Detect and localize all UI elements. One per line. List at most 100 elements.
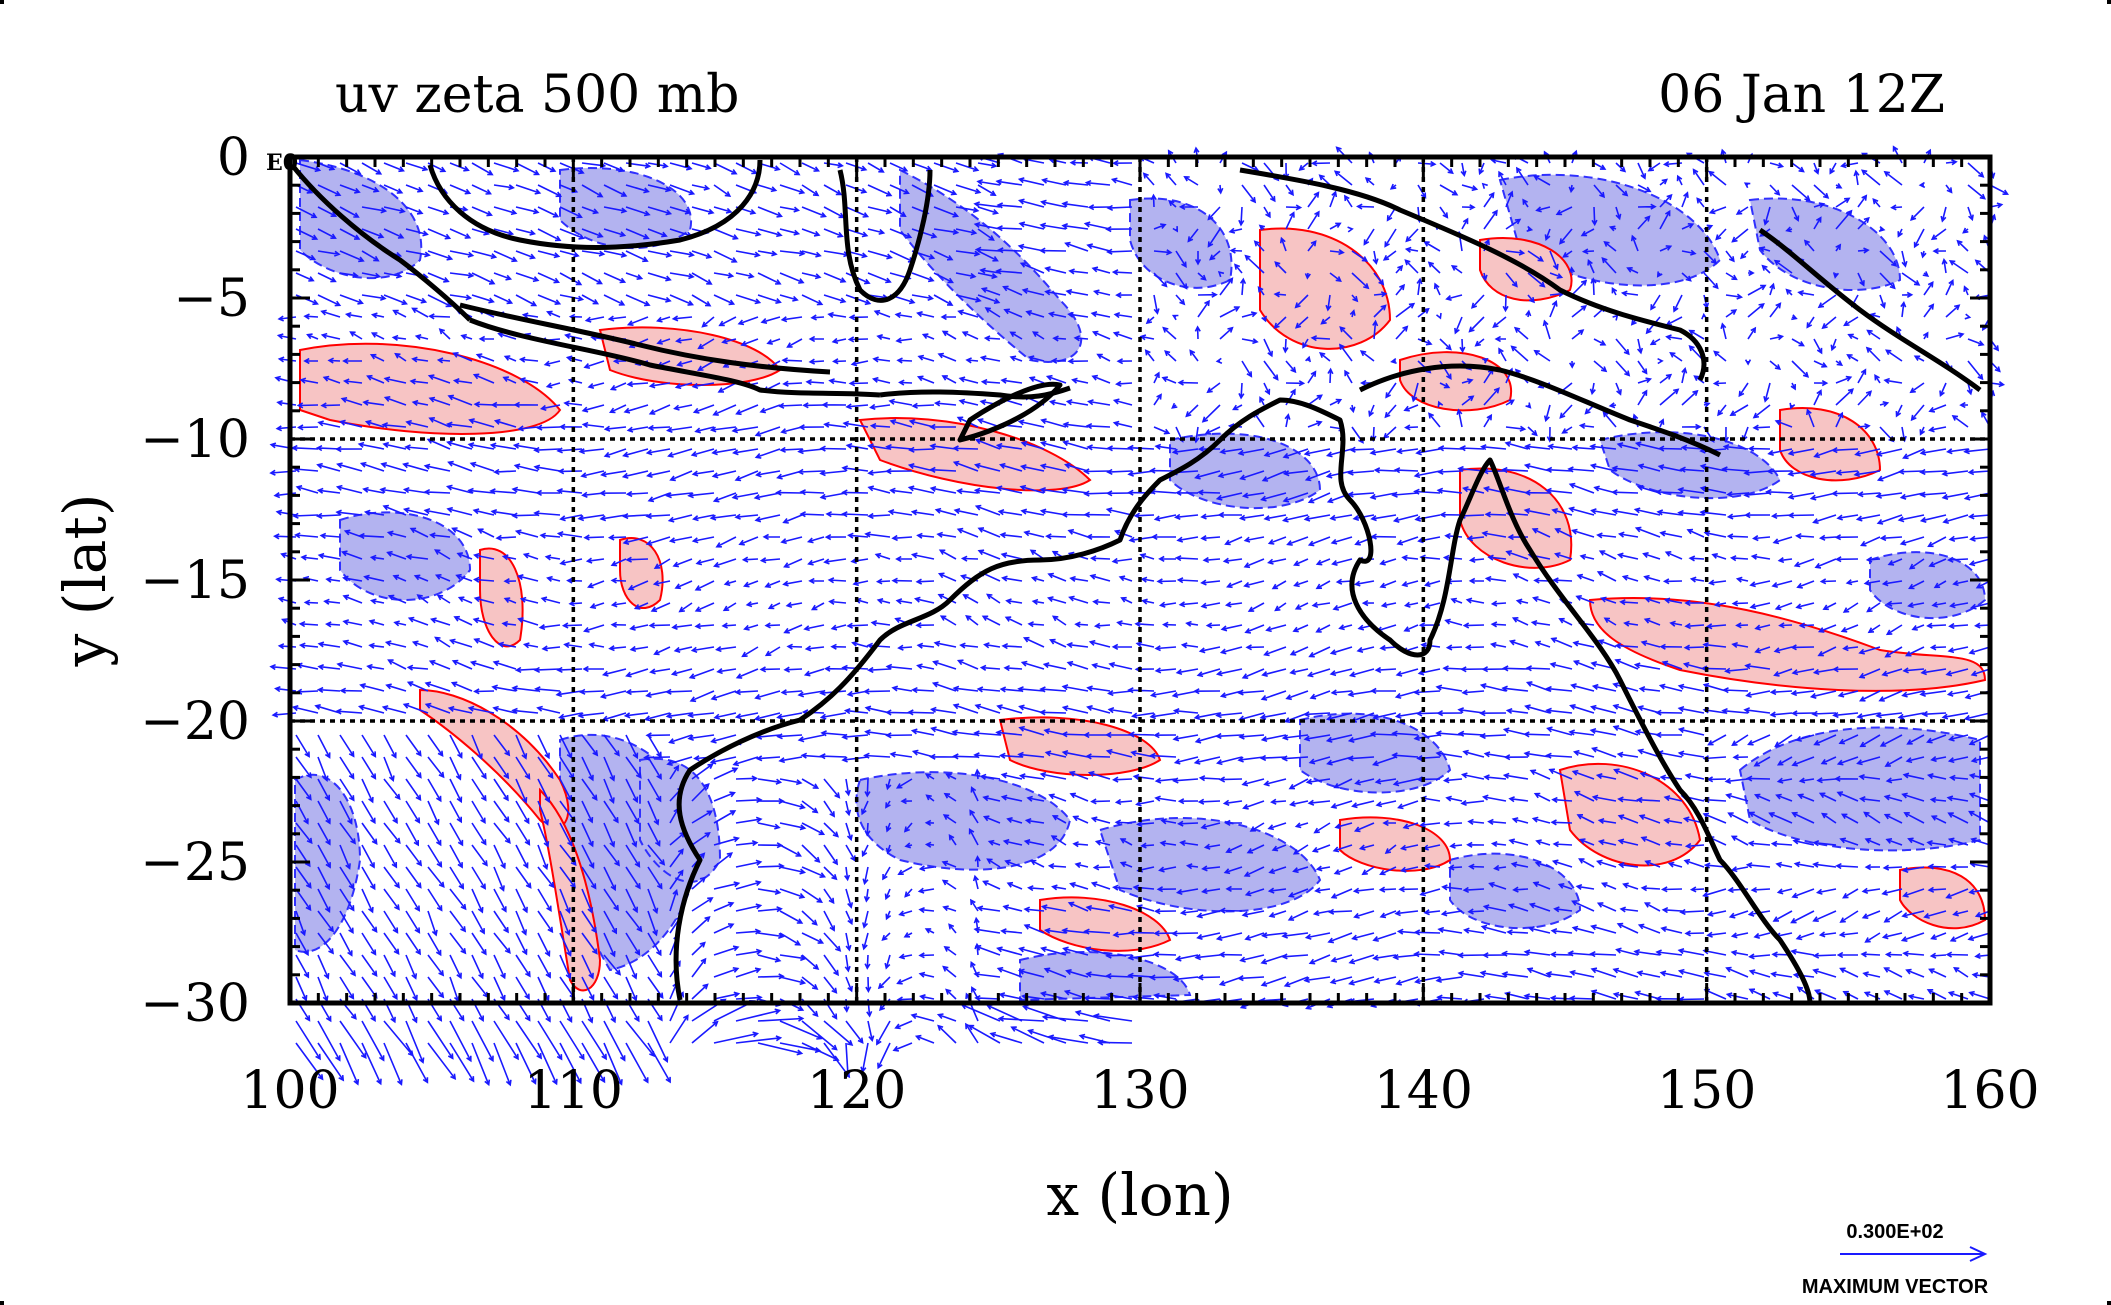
wind-vector [808,577,825,585]
wind-vector [1838,931,1859,938]
wind-vector [1096,353,1111,362]
wind-vector [1658,418,1665,428]
wind-vector [1659,245,1673,252]
wind-vector [1372,319,1379,340]
wind-vector [1568,995,1595,1002]
wind-vector [295,954,310,979]
wind-vector [625,556,649,563]
wind-vector [939,615,957,626]
wind-vector [361,206,388,214]
wind-vector [1263,778,1287,787]
wind-vector [1528,902,1551,912]
wind-vector [1379,644,1397,652]
wind-vector [908,419,935,428]
wind-vector [427,778,442,803]
wind-vector [1815,888,1837,895]
wind-vector [559,778,572,802]
wind-vector [427,800,440,826]
wind-vector [341,550,363,560]
wind-vector [864,531,891,538]
wind-vector [754,448,781,459]
wind-vector [1243,866,1265,877]
wind-vector [1684,842,1705,850]
wind-vector [1857,368,1867,384]
wind-vector [607,315,627,322]
wind-vector [937,352,957,362]
wind-vector [1218,776,1243,783]
wind-vector [1040,946,1067,956]
wind-vector [1239,954,1265,963]
wind-vector [563,400,583,407]
wind-vector [1474,338,1485,347]
wind-vector [1461,184,1479,192]
wind-vector [1413,734,1441,742]
wind-vector [1797,290,1815,297]
wind-vector [867,250,893,260]
wind-vector [1911,624,1925,631]
wind-vector [1897,228,1903,238]
wind-vector [517,425,539,432]
wind-vector [1463,927,1485,934]
wind-vector [762,533,781,541]
wind-vector [629,624,649,631]
wind-vector [779,976,807,986]
wind-vector [754,514,781,523]
wind-vector [929,706,957,714]
australia-coast [673,397,1813,1003]
wind-vector [1791,888,1815,899]
wind-vector [738,536,759,546]
wind-vector [888,398,913,406]
wind-vector [823,800,836,818]
wind-vector [1676,174,1683,186]
wind-vector [1307,240,1317,252]
wind-vector [1281,953,1309,960]
wind-vector [958,398,979,406]
wind-vector [1292,866,1309,874]
wind-vector [427,272,450,283]
wind-vector [1051,815,1067,824]
wind-vector [300,554,319,561]
wind-vector [647,294,672,303]
wind-vector [647,822,661,847]
wind-vector [1814,558,1837,569]
wind-vector [643,712,671,722]
wind-vector [960,1003,1001,1022]
wind-vector [647,800,660,826]
wind-vector [775,489,803,496]
wind-vector [1373,272,1385,286]
wind-vector [1086,444,1111,451]
wind-vector [1017,751,1045,758]
wind-vector [1842,888,1859,899]
wind-vector [493,468,517,476]
wind-vector [1926,989,1947,1000]
wind-vector [688,668,715,680]
wind-vector [276,399,297,407]
wind-vector [1293,580,1309,588]
wind-vector [1766,468,1793,475]
wind-vector [405,866,422,889]
wind-vector [1927,886,1947,893]
wind-vector [556,447,583,454]
wind-vector [1967,162,1985,178]
wind-vector [472,617,495,626]
wind-vector [1572,749,1595,758]
wind-vector [695,558,715,566]
wind-vector [317,641,341,648]
wind-vector [1776,888,1793,895]
wind-vector [965,357,979,364]
neg-region [1098,817,1322,913]
wind-vector [1105,731,1133,739]
wind-vector [1626,267,1639,274]
wind-vector [918,952,935,959]
wind-vector [1568,482,1595,494]
wind-vector [846,622,869,629]
wind-vector [411,640,429,648]
wind-vector [914,1034,935,1044]
wind-vector [1842,602,1859,613]
wind-vector [1017,419,1045,428]
wind-vector [1106,468,1133,476]
wind-vector [1615,338,1630,356]
wind-vector [1215,712,1243,719]
wind-vector [1730,949,1749,956]
wind-vector [1765,488,1793,496]
